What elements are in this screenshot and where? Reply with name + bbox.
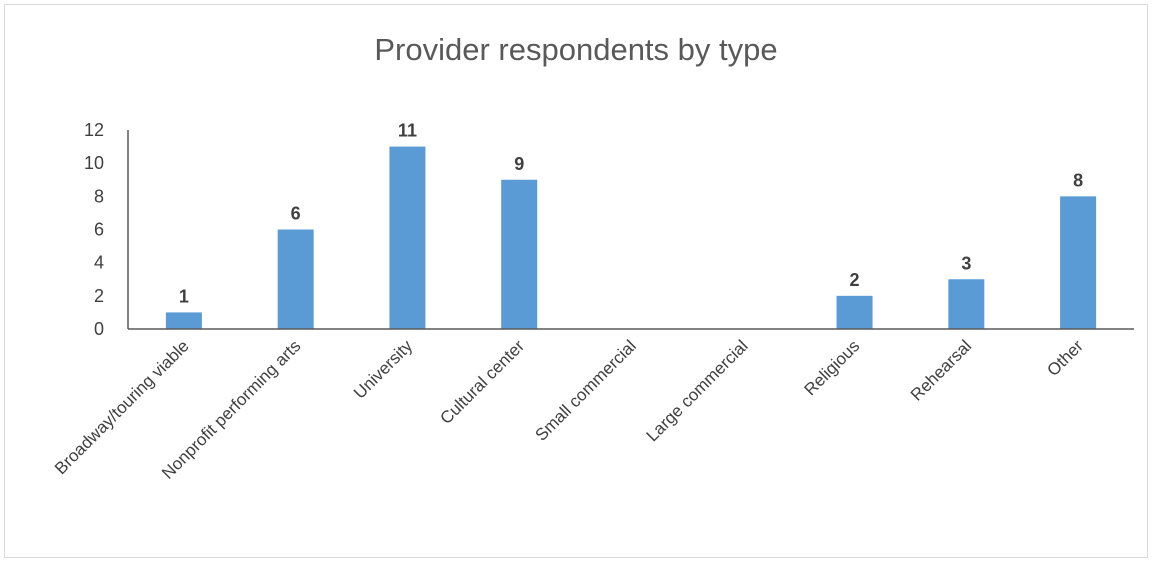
y-tick-label: 2 xyxy=(94,286,104,306)
data-label: 3 xyxy=(961,253,971,273)
x-tick-label: Cultural center xyxy=(436,336,528,428)
y-tick-label: 0 xyxy=(94,319,104,339)
bar xyxy=(501,179,538,329)
data-label: 9 xyxy=(514,154,524,174)
x-tick-label: Large commercial xyxy=(643,336,752,445)
bar xyxy=(389,146,426,329)
data-label: 8 xyxy=(1073,170,1083,190)
y-tick-label: 10 xyxy=(84,153,104,173)
y-axis-ticks: 0 2 4 6 8 10 12 xyxy=(84,120,104,339)
data-label: 11 xyxy=(398,121,417,141)
bar xyxy=(948,279,985,329)
data-label: 2 xyxy=(850,270,860,290)
bar xyxy=(836,295,873,329)
bar xyxy=(1060,196,1097,329)
y-tick-label: 4 xyxy=(94,253,104,273)
x-tick-label: University xyxy=(350,336,417,403)
data-label: 1 xyxy=(179,286,189,306)
chart-title: Provider respondents by type xyxy=(374,32,777,67)
x-tick-label: Religious xyxy=(800,336,863,399)
x-tick-label: Small commercial xyxy=(532,336,640,444)
x-tick-label: Rehearsal xyxy=(907,336,975,404)
bar xyxy=(165,312,202,329)
data-labels: 1 6 11 9 2 3 8 xyxy=(179,121,1083,307)
bars xyxy=(165,146,1097,329)
data-label: 6 xyxy=(291,204,301,224)
y-tick-label: 8 xyxy=(94,186,104,206)
y-tick-label: 6 xyxy=(94,220,104,240)
y-tick-label: 12 xyxy=(84,120,104,140)
bar xyxy=(277,229,314,329)
x-tick-label: Other xyxy=(1043,336,1087,380)
